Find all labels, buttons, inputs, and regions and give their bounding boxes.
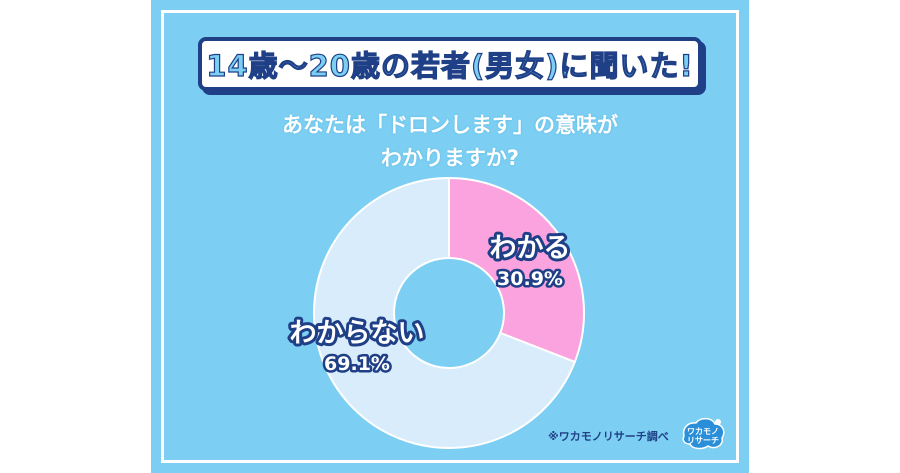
title-banner: 14歳～20歳の若者(男女)に聞いた! <box>198 37 702 91</box>
slice-value-wakaru: 30.9% <box>497 268 563 290</box>
slice-value-wakaranai: 69.1% <box>324 353 390 375</box>
wakamono-research-logo: ワカモノ リサーチ <box>682 417 725 450</box>
slice-0 <box>448 176 585 364</box>
logo-text-1: ワカモノ <box>687 427 719 436</box>
slice-label-wakaru: わかる <box>490 233 571 264</box>
slice-1 <box>313 176 577 449</box>
logo-text-2: リサーチ <box>687 436 719 445</box>
slice-label-wakaranai: わからない <box>290 318 425 349</box>
question-line-1: あなたは「ドロンします」の意味が <box>282 113 618 137</box>
source-note: ※ワカモノリサーチ調べ <box>548 430 669 443</box>
chart-slices <box>313 176 585 449</box>
panel-frame <box>161 10 739 463</box>
question-line-2: わかりますか? <box>380 146 520 170</box>
page-title: 14歳～20歳の若者(男女)に聞いた! <box>206 48 694 83</box>
